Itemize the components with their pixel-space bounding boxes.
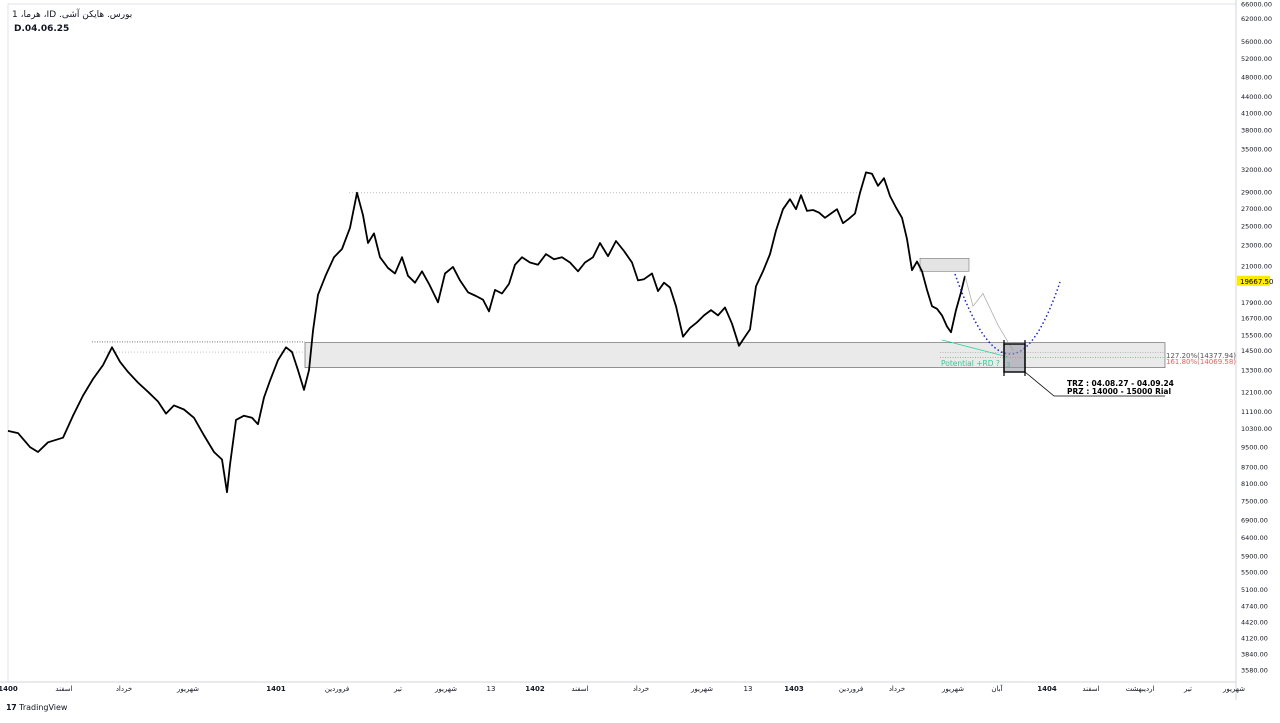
y-tick-label: 21000.00 <box>1241 262 1272 270</box>
x-tick-label: اردیبهشت <box>1126 685 1155 693</box>
y-tick-label: 4740.00 <box>1241 603 1268 611</box>
y-tick-label: 3580.00 <box>1241 667 1268 675</box>
x-tick-label: 13 <box>744 685 753 693</box>
y-tick-label: 6900.00 <box>1241 517 1268 525</box>
callout-leader <box>1024 371 1165 397</box>
y-tick-label: 66000.00 <box>1241 1 1272 9</box>
y-tick-label: 8700.00 <box>1241 464 1268 472</box>
y-tick-label: 32000.00 <box>1241 166 1272 174</box>
price-line <box>7 171 966 494</box>
forecast-curve <box>954 273 1061 355</box>
fib-127-label: 127.20%(14377.94) <box>1166 352 1236 360</box>
y-tick-label: 14500.00 <box>1241 347 1272 355</box>
projected-path <box>964 275 1014 351</box>
chart-subtitle: D.04.06.25 <box>14 24 70 34</box>
y-tick-label: 27000.00 <box>1241 205 1272 213</box>
y-tick-label: 52000.00 <box>1241 55 1272 63</box>
x-tick-label: شهریور <box>941 685 964 693</box>
x-tick-label: 1404 <box>1037 685 1057 693</box>
resistance-box <box>919 257 970 272</box>
x-tick-label: فروردین <box>839 685 863 693</box>
y-tick-label: 38000.00 <box>1241 127 1272 135</box>
x-tick-label: آبان <box>991 684 1003 693</box>
y-tick-label: 29000.00 <box>1241 188 1272 196</box>
x-tick-label: خرداد <box>889 685 905 693</box>
x-tick-label: خرداد <box>633 685 649 693</box>
y-tick-label: 12100.00 <box>1241 388 1272 396</box>
tradingview-logo-mark: 17 <box>6 703 17 712</box>
y-tick-label: 56000.00 <box>1241 38 1272 46</box>
x-tick-label: شهریور <box>690 685 713 693</box>
y-tick-label: 23000.00 <box>1241 241 1272 249</box>
x-tick-label: 1401 <box>266 685 286 693</box>
trz-label: TRZ : 04.08.27 - 04.09.24 <box>1067 379 1174 388</box>
potential-line <box>941 339 1009 358</box>
y-tick-label: 11100.00 <box>1241 408 1272 416</box>
prz-label: PRZ : 14000 - 15000 Rial <box>1067 387 1171 396</box>
y-tick-label: 6400.00 <box>1241 534 1268 542</box>
x-tick-label: اسفند <box>55 685 72 693</box>
y-tick-label: 4120.00 <box>1241 635 1268 643</box>
y-tick-label: 13300.00 <box>1241 367 1272 375</box>
x-tick-label: 1402 <box>525 685 545 693</box>
y-tick-label: 4420.00 <box>1241 619 1268 627</box>
x-tick-label: شهریور <box>1222 685 1245 693</box>
y-tick-label: 7500.00 <box>1241 498 1268 506</box>
y-tick-label: 35000.00 <box>1241 146 1272 154</box>
y-tick-label: 9500.00 <box>1241 444 1268 452</box>
y-tick-label: 17900.00 <box>1241 299 1272 307</box>
y-tick-label: 44000.00 <box>1241 93 1272 101</box>
current-price-label: 19667.50 <box>1240 278 1273 286</box>
y-tick-label: 10300.00 <box>1241 425 1272 433</box>
x-tick-label: 1403 <box>784 685 804 693</box>
x-tick-label: تیر <box>393 685 402 693</box>
x-tick-label: 1400 <box>0 685 18 693</box>
y-tick-label: 48000.00 <box>1241 73 1272 81</box>
tradingview-brand: TradingView <box>19 703 68 712</box>
y-tick-label: 25000.00 <box>1241 222 1272 230</box>
x-tick-label: شهریور <box>434 685 457 693</box>
y-tick-label: 3840.00 <box>1241 651 1268 659</box>
x-tick-label: 13 <box>487 685 496 693</box>
y-tick-label: 5500.00 <box>1241 569 1268 577</box>
x-tick-label: خرداد <box>116 685 132 693</box>
potential-label: Potential +RD ? <box>941 359 1000 368</box>
trz-box <box>1003 343 1026 373</box>
y-tick-label: 41000.00 <box>1241 109 1272 117</box>
prz-zone <box>304 342 1166 368</box>
y-tick-label: 8100.00 <box>1241 480 1268 488</box>
x-tick-label: شهریور <box>176 685 199 693</box>
y-tick-label: 5900.00 <box>1241 553 1268 561</box>
x-tick-label: اسفند <box>571 685 588 693</box>
current-price-tag <box>1237 275 1270 286</box>
y-tick-label: 16700.00 <box>1241 315 1272 323</box>
fib-161-label: 161.80%(14069.58) <box>1166 358 1236 366</box>
x-tick-label: اسفند <box>1082 685 1099 693</box>
x-tick-label: فروردین <box>325 685 349 693</box>
chart-title: بورس. هایکن آشی. ID، هرما، 1 <box>12 10 133 20</box>
y-tick-label: 62000.00 <box>1241 15 1272 23</box>
y-tick-label: 5100.00 <box>1241 586 1268 594</box>
tradingview-logo: 17 TradingView <box>6 703 67 712</box>
y-tick-label: 15500.00 <box>1241 332 1272 340</box>
x-tick-label: تیر <box>1183 685 1192 693</box>
